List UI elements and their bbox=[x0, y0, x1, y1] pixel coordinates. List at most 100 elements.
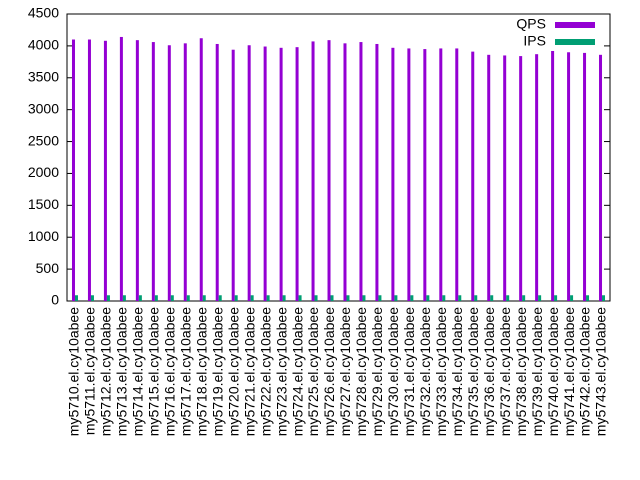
x-tick-label: my5712.el.cy10abee bbox=[98, 307, 114, 436]
x-tick-label: my5739.el.cy10abee bbox=[529, 307, 545, 436]
x-tick-label: my5718.el.cy10abee bbox=[193, 307, 209, 436]
bar bbox=[167, 45, 171, 301]
bar bbox=[455, 48, 459, 301]
plot-border bbox=[66, 13, 611, 302]
bar bbox=[199, 38, 203, 301]
y-tick-label: 4500 bbox=[28, 5, 59, 21]
bar bbox=[471, 51, 475, 301]
bar bbox=[311, 41, 315, 302]
bar bbox=[247, 45, 251, 301]
bar bbox=[103, 40, 107, 301]
bar bbox=[583, 52, 587, 301]
bar bbox=[394, 295, 398, 301]
bar bbox=[439, 48, 443, 301]
bar bbox=[506, 295, 510, 301]
x-tick-label: my5713.el.cy10abee bbox=[114, 307, 130, 436]
x-tick-label: my5721.el.cy10abee bbox=[241, 307, 257, 436]
bar bbox=[407, 48, 411, 301]
bar bbox=[423, 49, 427, 302]
x-tick-label: my5717.el.cy10abee bbox=[177, 307, 193, 436]
x-tick-label: my5714.el.cy10abee bbox=[130, 307, 146, 436]
x-tick-label: my5737.el.cy10abee bbox=[497, 307, 513, 436]
bar bbox=[602, 295, 606, 301]
x-tick-label: my5743.el.cy10abee bbox=[593, 307, 609, 436]
bar bbox=[295, 47, 299, 301]
bar bbox=[202, 295, 206, 301]
y-tick-label: 3500 bbox=[28, 68, 59, 84]
bar bbox=[343, 43, 347, 302]
bar bbox=[442, 295, 446, 301]
bar bbox=[138, 295, 142, 301]
bar bbox=[378, 295, 382, 301]
x-tick-label: my5735.el.cy10abee bbox=[465, 307, 481, 436]
bar bbox=[298, 295, 302, 301]
bar bbox=[183, 43, 187, 302]
bar bbox=[551, 50, 555, 301]
bar bbox=[410, 295, 414, 301]
bar bbox=[554, 295, 558, 301]
bar bbox=[567, 52, 571, 302]
y-tick-label: 2500 bbox=[28, 132, 59, 148]
bar bbox=[71, 39, 75, 302]
legend-swatch bbox=[555, 22, 595, 28]
bar bbox=[586, 295, 590, 301]
x-tick-label: my5710.el.cy10abee bbox=[66, 307, 82, 436]
bar bbox=[570, 295, 574, 301]
x-tick-label: my5729.el.cy10abee bbox=[369, 307, 385, 436]
x-tick-label: my5736.el.cy10abee bbox=[481, 307, 497, 436]
bar bbox=[346, 295, 350, 301]
y-tick-label: 500 bbox=[36, 260, 60, 276]
bar bbox=[250, 295, 254, 301]
bar bbox=[90, 295, 94, 301]
bar bbox=[538, 295, 542, 301]
bar bbox=[330, 295, 334, 301]
x-tick-label: my5719.el.cy10abee bbox=[209, 307, 225, 436]
bar bbox=[231, 49, 235, 301]
bar bbox=[391, 47, 395, 302]
x-tick-label: my5732.el.cy10abee bbox=[417, 307, 433, 436]
bar bbox=[359, 42, 363, 301]
y-tick-label: 1500 bbox=[28, 196, 59, 212]
bar bbox=[327, 40, 331, 301]
bar bbox=[519, 56, 523, 301]
bar bbox=[122, 295, 126, 301]
x-tick-label: my5726.el.cy10abee bbox=[321, 307, 337, 436]
bar bbox=[375, 43, 379, 301]
legend-label: QPS bbox=[516, 16, 546, 32]
bar bbox=[74, 295, 78, 301]
bar bbox=[282, 295, 286, 301]
x-tick-label: my5728.el.cy10abee bbox=[353, 307, 369, 436]
x-tick-label: my5733.el.cy10abee bbox=[433, 307, 449, 436]
x-tick-label: my5734.el.cy10abee bbox=[449, 307, 465, 436]
bar bbox=[522, 295, 526, 301]
x-tick-label: my5720.el.cy10abee bbox=[225, 307, 241, 436]
x-tick-label: my5742.el.cy10abee bbox=[577, 307, 593, 436]
x-tick-label: my5740.el.cy10abee bbox=[545, 307, 561, 436]
x-tick-label: my5741.el.cy10abee bbox=[561, 307, 577, 436]
bar bbox=[234, 295, 238, 301]
legend-swatch bbox=[555, 39, 595, 45]
y-tick-label: 2000 bbox=[28, 164, 59, 180]
bar bbox=[503, 55, 507, 302]
legend-label: IPS bbox=[523, 33, 546, 49]
bar bbox=[599, 54, 603, 301]
bar bbox=[263, 46, 267, 301]
bar bbox=[215, 43, 219, 301]
x-tick-label: my5727.el.cy10abee bbox=[337, 307, 353, 436]
bar bbox=[458, 295, 462, 301]
x-tick-label: my5722.el.cy10abee bbox=[257, 307, 273, 436]
bar bbox=[535, 54, 539, 302]
bar bbox=[151, 42, 155, 301]
x-tick-label: my5730.el.cy10abee bbox=[385, 307, 401, 436]
bar bbox=[314, 295, 318, 301]
x-tick-label: my5724.el.cy10abee bbox=[289, 307, 305, 436]
x-tick-label: my5716.el.cy10abee bbox=[162, 307, 178, 436]
x-tick-label: my5731.el.cy10abee bbox=[401, 307, 417, 436]
bar bbox=[474, 295, 478, 301]
bar bbox=[135, 40, 139, 301]
bar bbox=[154, 295, 158, 301]
bar bbox=[87, 39, 91, 302]
y-tick-label: 1000 bbox=[28, 228, 59, 244]
bar bbox=[490, 295, 494, 301]
